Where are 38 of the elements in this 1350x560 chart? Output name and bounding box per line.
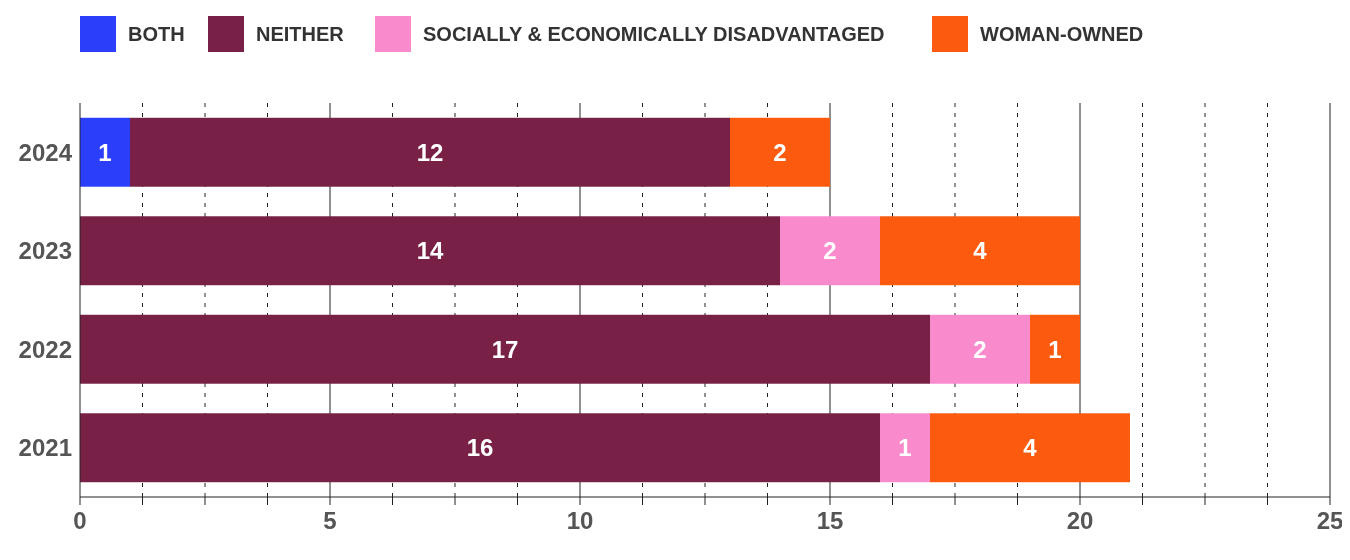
x-tick-label: 15 — [816, 507, 844, 534]
data-label: 2 — [823, 237, 837, 265]
bar — [730, 117, 830, 187]
x-tick-label: 0 — [73, 507, 87, 534]
legend-label: NEITHER — [256, 23, 345, 45]
data-label: 2 — [973, 335, 987, 363]
data-label: 12 — [416, 138, 444, 166]
bar — [930, 314, 1030, 384]
bar — [1030, 314, 1080, 384]
legend-label: WOMAN-OWNED — [980, 23, 1144, 45]
x-tick-label: 25 — [1316, 507, 1344, 534]
data-label: 14 — [416, 237, 444, 265]
data-label: 1 — [98, 138, 112, 166]
data-label: 4 — [973, 237, 988, 265]
bar — [880, 216, 1080, 286]
bar — [80, 413, 880, 483]
y-tick-label: 2021 — [18, 434, 72, 462]
x-tick-label: 5 — [323, 507, 337, 534]
y-tick-label: 2022 — [18, 335, 72, 363]
data-label: 1 — [1048, 335, 1062, 363]
data-label: 4 — [1023, 434, 1038, 462]
bar — [80, 216, 780, 286]
legend-label: BOTH — [128, 23, 185, 45]
data-label: 16 — [466, 434, 494, 462]
bar — [130, 117, 730, 187]
x-tick-label: 20 — [1066, 507, 1094, 534]
legend-label: SOCIALLY & ECONOMICALLY DISADVANTAGED — [423, 23, 885, 45]
data-label: 2 — [773, 138, 787, 166]
y-tick-label: 2024 — [18, 138, 73, 166]
bar — [780, 216, 880, 286]
data-label: 1 — [898, 434, 912, 462]
bar — [930, 413, 1130, 483]
bar — [80, 117, 130, 187]
data-label: 17 — [491, 335, 519, 363]
bar — [80, 314, 930, 384]
y-tick-label: 2023 — [18, 237, 72, 265]
x-tick-label: 10 — [566, 507, 594, 534]
bar — [880, 413, 930, 483]
